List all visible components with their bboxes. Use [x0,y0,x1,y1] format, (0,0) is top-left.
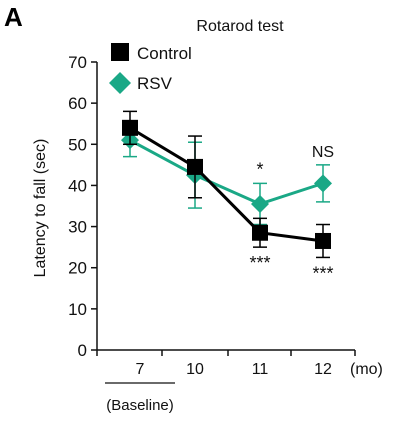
y-tick-label: 10 [68,300,87,319]
x-tick-label: 12 [314,361,332,378]
significance-label: * [256,159,263,179]
data-point [122,119,138,136]
data-point [252,224,268,241]
y-tick-label: 30 [68,218,87,237]
series-line [129,126,324,243]
significance-label: NS [312,144,334,161]
legend-swatch [109,72,131,94]
y-tick-label: 70 [68,53,87,72]
legend-label: RSV [137,74,173,93]
data-point [314,174,332,193]
baseline-label: (Baseline) [106,397,174,414]
series-rsv [121,122,332,226]
chart-title: Rotarod test [196,18,284,35]
series-layer [121,110,332,259]
series-control [122,110,331,259]
y-tick-label: 40 [68,176,87,195]
series-line [129,138,324,206]
y-axis-label: Latency to fall (sec) [32,139,49,278]
data-point [315,232,331,249]
axes: 0 10 20 30 40 50 60 70 7 10 11 12 [68,53,356,384]
y-tick-label: 50 [68,135,87,154]
x-tick-label: 7 [136,361,145,378]
y-tick-label: 0 [78,341,87,360]
legend-swatch [111,43,129,61]
significance-label: *** [312,263,333,283]
y-tick-label: 20 [68,259,87,278]
legend-label: Control [137,44,192,63]
data-point [251,194,269,213]
panel-label: A [4,2,23,32]
legend: Control RSV [109,43,192,94]
x-axis-unit: (mo) [350,361,383,378]
legend-item-rsv: RSV [109,72,173,94]
y-tick-label: 60 [68,94,87,113]
legend-item-control: Control [111,43,192,63]
data-point [187,158,203,175]
significance-label: *** [249,253,270,273]
x-tick-label: 10 [186,361,204,378]
annotation-layer: * NS *** *** [249,144,334,284]
x-tick-label: 11 [252,361,269,378]
